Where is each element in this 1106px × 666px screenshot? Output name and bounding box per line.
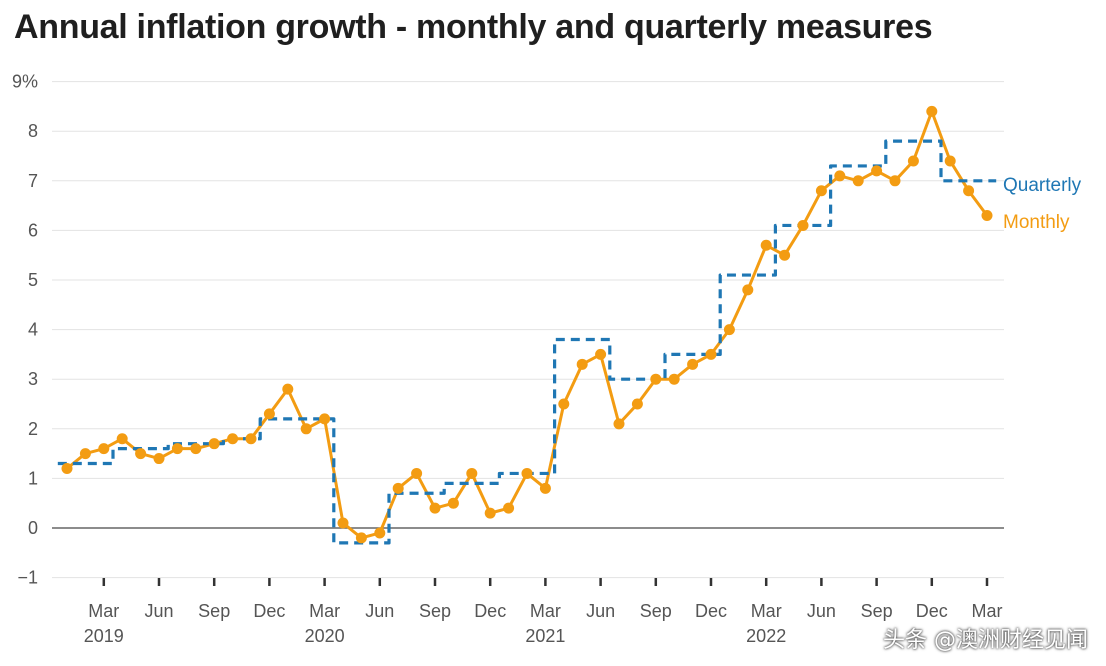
- monthly-point: [319, 413, 331, 425]
- x-tick-label: Mar: [530, 601, 561, 621]
- monthly-point: [779, 249, 791, 261]
- x-tick-label: Sep: [640, 601, 672, 621]
- y-tick-label: 6: [28, 220, 38, 240]
- y-axis-ticks: −1 0 1 2 3 4 5 6 7 8 9%: [12, 72, 38, 588]
- x-year-label: 2019: [84, 626, 124, 646]
- monthly-point: [171, 443, 183, 455]
- monthly-point: [981, 210, 993, 222]
- x-year-label: 2022: [746, 626, 786, 646]
- monthly-point: [374, 527, 386, 539]
- monthly-point: [687, 358, 699, 370]
- monthly-point: [227, 433, 239, 445]
- monthly-point: [98, 443, 110, 455]
- x-tick-label: Jun: [365, 601, 394, 621]
- chart-title: Annual inflation growth - monthly and qu…: [14, 8, 933, 46]
- monthly-point: [595, 348, 607, 360]
- monthly-point: [79, 448, 91, 460]
- monthly-point: [871, 165, 883, 177]
- x-year-label: 2021: [525, 626, 565, 646]
- monthly-point: [355, 532, 367, 544]
- x-tick-label: Dec: [253, 601, 285, 621]
- monthly-point: [631, 398, 643, 410]
- monthly-point: [650, 373, 662, 385]
- legend-quarterly: Quarterly: [1003, 175, 1082, 196]
- monthly-point: [503, 502, 515, 514]
- monthly-point: [429, 502, 441, 514]
- monthly-point: [411, 467, 423, 479]
- monthly-point: [447, 497, 459, 509]
- monthly-point: [337, 517, 349, 529]
- monthly-point: [705, 348, 717, 360]
- monthly-point: [300, 423, 312, 435]
- monthly-markers: [61, 105, 993, 544]
- monthly-point: [558, 398, 570, 410]
- monthly-point: [926, 105, 938, 117]
- y-tick-label: 1: [28, 468, 38, 488]
- quarterly-series-line: [57, 139, 997, 545]
- legend-monthly: Monthly: [1003, 212, 1070, 233]
- monthly-point: [484, 507, 496, 519]
- monthly-point: [852, 175, 864, 187]
- x-tick-label: Sep: [861, 601, 893, 621]
- y-tick-label: 9%: [12, 72, 38, 92]
- monthly-point: [282, 383, 294, 395]
- x-tick-label: Dec: [695, 601, 727, 621]
- x-axis: Mar 2019 Jun Sep Dec Mar 2020 Jun Sep Dec Mar 2021 J…: [84, 578, 1003, 646]
- x-tick-label: Sep: [198, 601, 230, 621]
- x-tick-label: Dec: [474, 601, 506, 621]
- x-tick-label: Dec: [916, 601, 948, 621]
- legend: Quarterly Monthly: [1003, 175, 1082, 233]
- monthly-point: [723, 324, 735, 336]
- x-tick-label: Mar: [972, 601, 1003, 621]
- monthly-point: [466, 467, 478, 479]
- x-tick-label: Jun: [807, 601, 836, 621]
- monthly-point: [613, 418, 625, 430]
- watermark: 头条 @澳洲财经见闻: [883, 628, 1088, 653]
- y-tick-label: 4: [28, 320, 38, 340]
- monthly-point: [263, 408, 275, 420]
- x-tick-label: Mar: [309, 601, 340, 621]
- monthly-point: [521, 467, 533, 479]
- monthly-point: [907, 155, 919, 167]
- monthly-point: [576, 358, 588, 370]
- monthly-point: [245, 433, 257, 445]
- monthly-point: [944, 155, 956, 167]
- x-tick-label: Sep: [419, 601, 451, 621]
- monthly-point: [392, 482, 404, 494]
- y-tick-label: 8: [28, 121, 38, 141]
- monthly-point: [153, 453, 165, 465]
- x-year-label: 2020: [305, 626, 345, 646]
- monthly-point: [668, 373, 680, 385]
- monthly-point: [760, 239, 772, 251]
- monthly-point: [742, 284, 754, 296]
- monthly-point: [61, 462, 73, 474]
- x-tick-label: Jun: [586, 601, 615, 621]
- monthly-point: [889, 175, 901, 187]
- y-tick-label: 2: [28, 419, 38, 439]
- y-tick-label: 7: [28, 171, 38, 191]
- monthly-point: [135, 448, 147, 460]
- monthly-point: [797, 219, 809, 231]
- y-tick-label: 5: [28, 270, 38, 290]
- monthly-point: [963, 185, 975, 197]
- monthly-point: [208, 438, 220, 450]
- monthly-point: [539, 482, 551, 494]
- gridlines: [52, 81, 1004, 579]
- monthly-point: [190, 443, 202, 455]
- monthly-point: [116, 433, 128, 445]
- y-tick-label: −1: [17, 568, 38, 588]
- y-tick-label: 0: [28, 518, 38, 538]
- x-tick-label: Jun: [144, 601, 173, 621]
- monthly-point: [834, 170, 846, 182]
- y-tick-label: 3: [28, 369, 38, 389]
- monthly-point: [815, 185, 827, 197]
- x-tick-label: Mar: [751, 601, 782, 621]
- x-tick-label: Mar: [88, 601, 119, 621]
